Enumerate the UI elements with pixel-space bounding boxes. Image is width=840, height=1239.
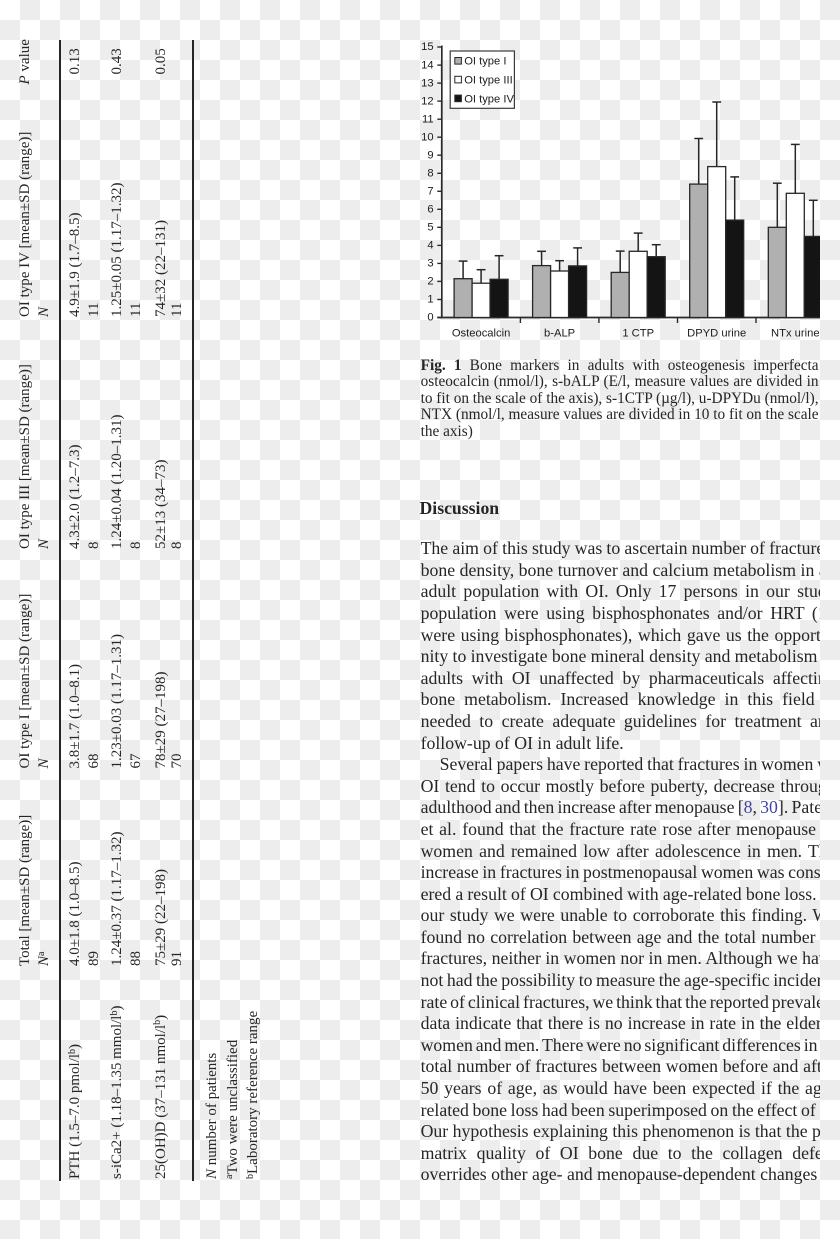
svg-text:1: 1 — [427, 294, 433, 306]
svg-text:b-ALP: b-ALP — [544, 328, 575, 340]
svg-text:OI type I: OI type I — [464, 56, 506, 68]
svg-text:1 CTP: 1 CTP — [622, 328, 654, 340]
svg-text:12: 12 — [421, 95, 433, 107]
svg-text:13: 13 — [421, 77, 433, 89]
svg-text:3: 3 — [427, 258, 433, 270]
svg-text:OI type III: OI type III — [464, 75, 513, 87]
svg-text:9: 9 — [427, 149, 433, 161]
svg-text:DPYD urine: DPYD urine — [687, 328, 746, 340]
svg-text:OI type IV: OI type IV — [464, 93, 514, 105]
svg-text:5: 5 — [427, 222, 433, 234]
svg-text:7: 7 — [427, 186, 433, 198]
svg-text:Osteocalcin: Osteocalcin — [452, 328, 510, 340]
svg-text:10: 10 — [421, 131, 433, 143]
svg-text:0: 0 — [427, 312, 433, 324]
svg-text:14: 14 — [421, 59, 433, 71]
svg-text:11: 11 — [422, 113, 434, 125]
svg-text:8: 8 — [427, 168, 433, 180]
svg-text:4: 4 — [427, 240, 433, 252]
svg-text:6: 6 — [427, 204, 433, 216]
svg-text:NTx urine: NTx urine — [771, 328, 820, 340]
svg-text:15: 15 — [421, 41, 433, 53]
svg-text:2: 2 — [427, 276, 433, 288]
